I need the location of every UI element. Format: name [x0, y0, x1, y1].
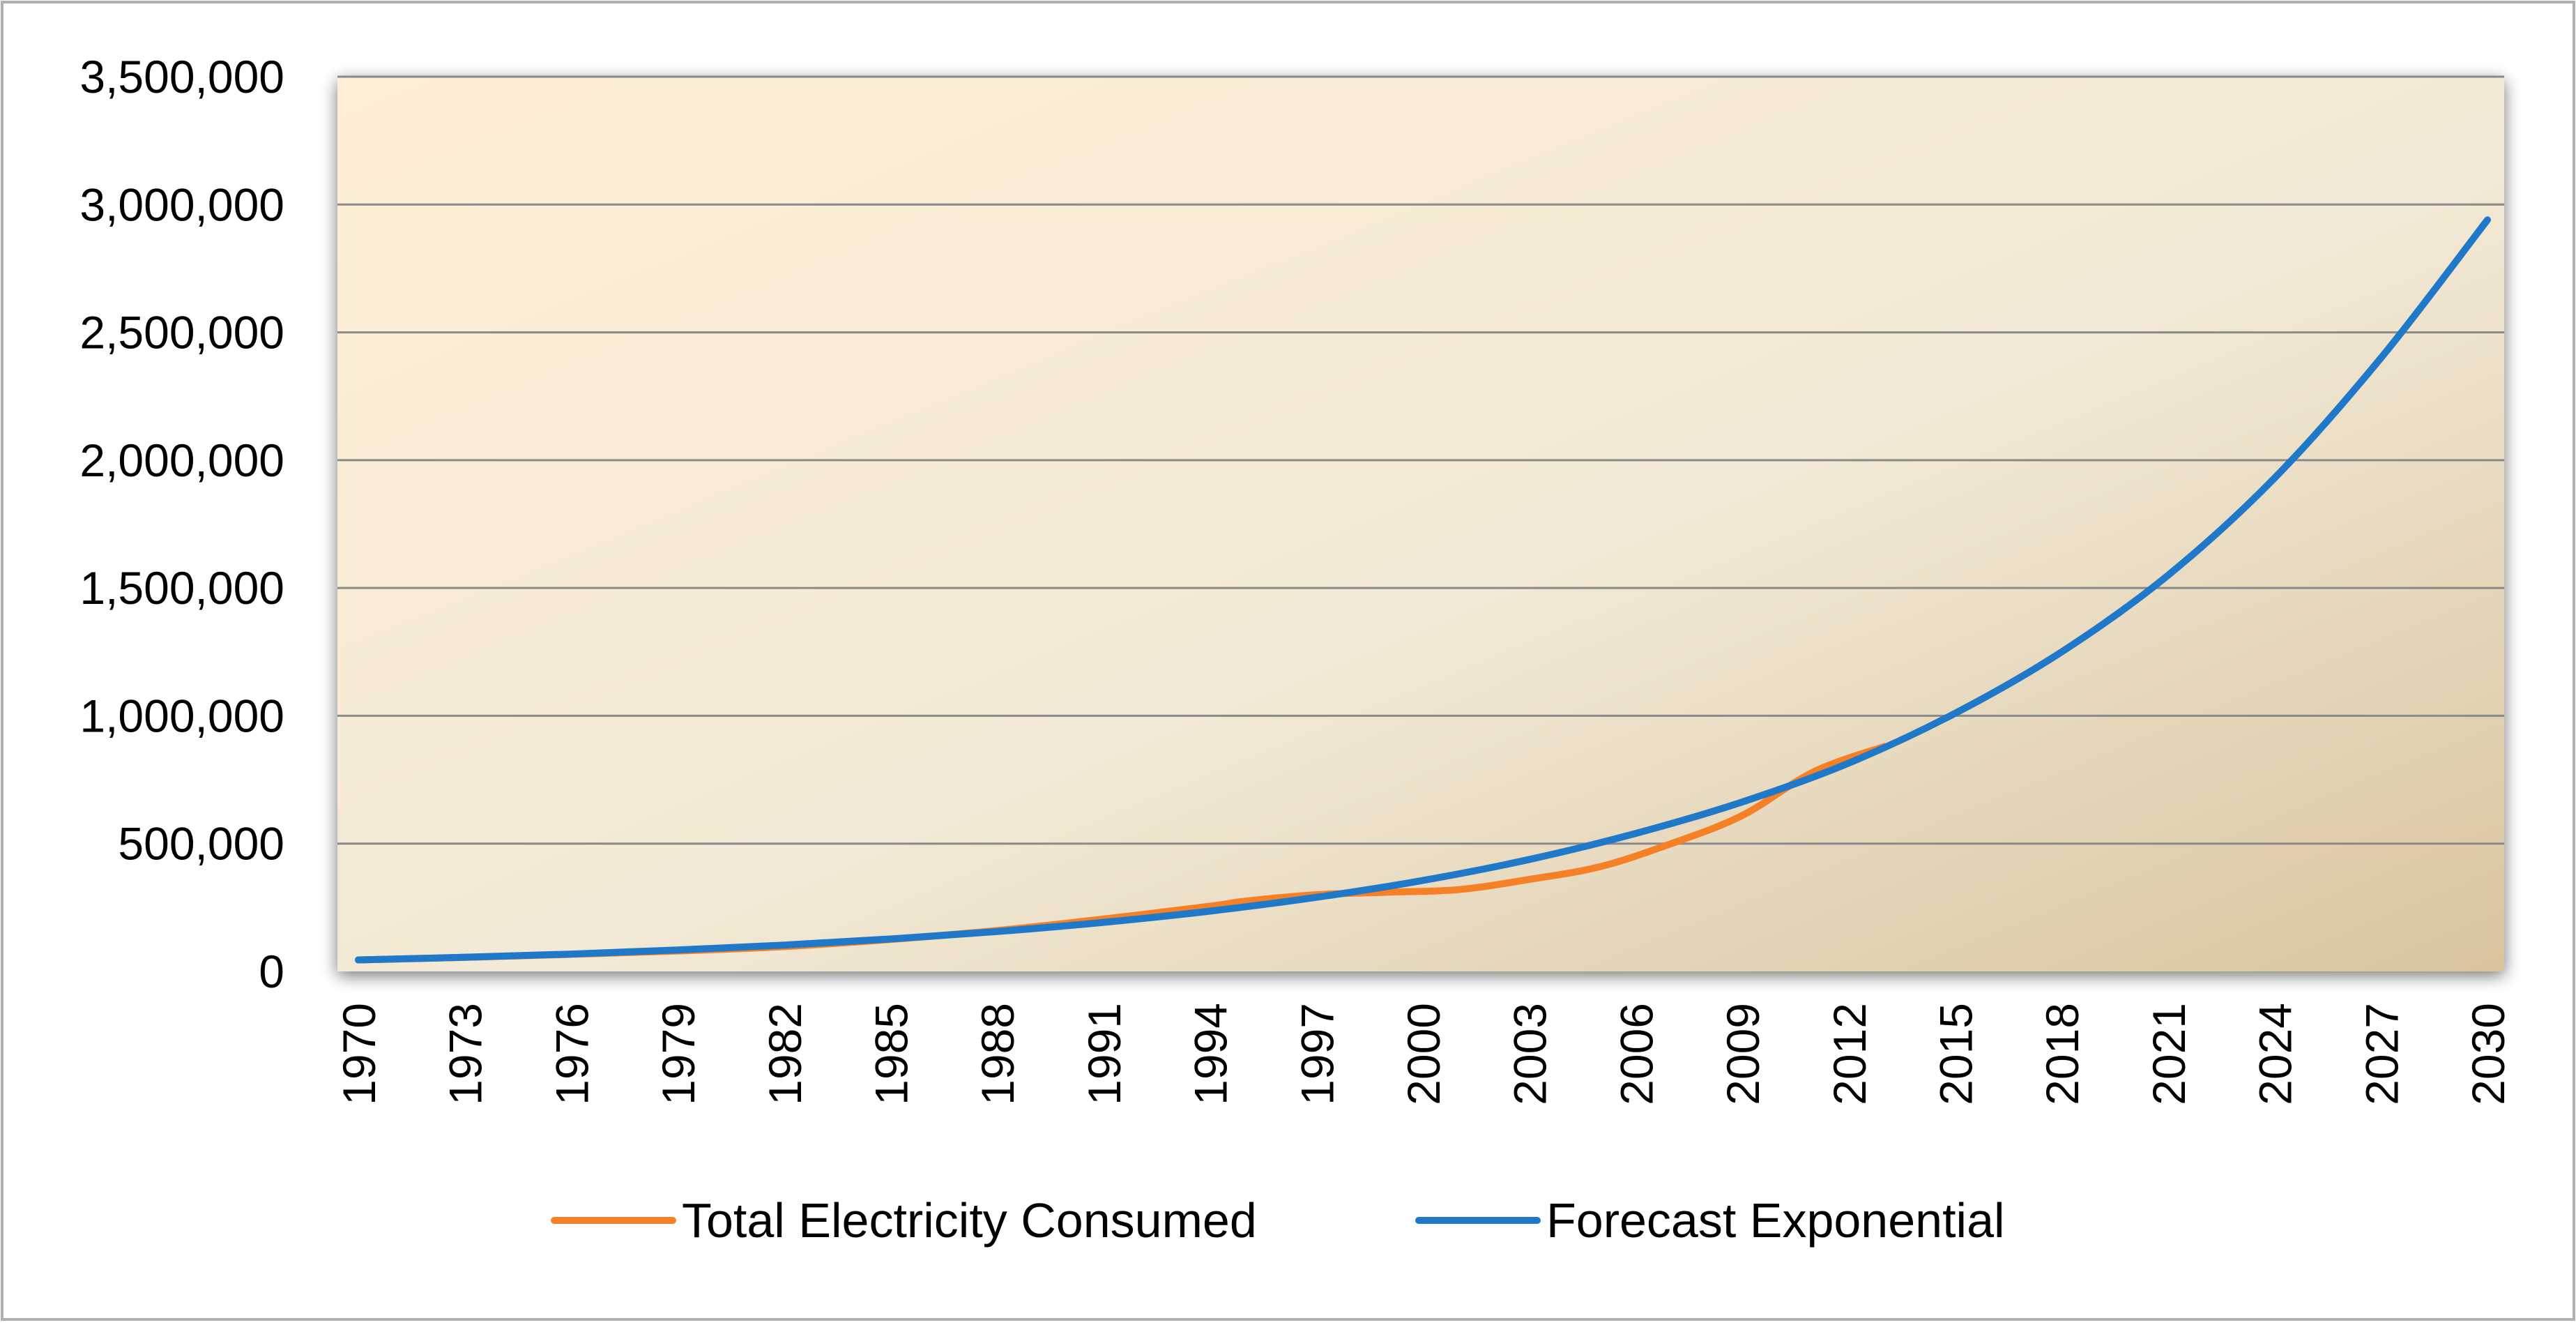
x-tick-label: 2012 [1824, 1003, 1875, 1105]
plot-area [337, 77, 2504, 971]
x-tick-label: 2030 [2462, 1003, 2514, 1105]
y-tick-label: 3,000,000 [79, 179, 284, 230]
x-tick-label: 1991 [1079, 1003, 1130, 1105]
y-tick-label: 2,500,000 [79, 307, 284, 358]
x-tick-label: 2018 [2036, 1003, 2088, 1105]
x-tick-label: 1973 [440, 1003, 491, 1105]
x-tick-label: 2021 [2143, 1003, 2195, 1105]
x-axis: 1970 1973 1976 1979 1982 1985 1988 1991 1994 1997… [333, 1003, 2514, 1105]
x-tick-label: 2024 [2250, 1003, 2301, 1105]
x-tick-label: 1997 [1291, 1003, 1343, 1105]
legend-label-total-electricity: Total Electricity Consumed [682, 1193, 1257, 1248]
x-tick-label: 2000 [1398, 1003, 1449, 1105]
x-tick-label: 1982 [759, 1003, 811, 1105]
x-tick-label: 2006 [1610, 1003, 1662, 1105]
x-tick-label: 1988 [972, 1003, 1023, 1105]
x-tick-label: 2015 [1930, 1003, 1982, 1105]
y-tick-label: 500,000 [118, 818, 284, 870]
y-tick-label: 3,500,000 [79, 51, 284, 103]
series-line-forecast [355, 216, 2491, 964]
legend-label-forecast: Forecast Exponential [1546, 1193, 2005, 1248]
legend: Total Electricity Consumed Forecast Expo… [551, 1193, 2005, 1248]
y-tick-label: 0 [259, 946, 284, 997]
y-axis: 0 500,000 1,000,000 1,500,000 2,000,000 2,500… [79, 51, 284, 997]
x-tick-label: 2003 [1504, 1003, 1556, 1105]
y-tick-label: 2,000,000 [79, 434, 284, 486]
gridlines [337, 75, 2504, 845]
x-tick-label: 1979 [653, 1003, 704, 1105]
x-tick-label: 2009 [1717, 1003, 1769, 1105]
x-tick-label: 1994 [1185, 1003, 1237, 1105]
x-tick-label: 2027 [2356, 1003, 2407, 1105]
y-tick-label: 1,500,000 [79, 562, 284, 614]
series-lines [355, 216, 2491, 964]
x-tick-label: 1970 [333, 1003, 385, 1105]
y-tick-label: 1,000,000 [79, 690, 284, 741]
x-tick-label: 1985 [866, 1003, 917, 1105]
x-tick-label: 1976 [546, 1003, 597, 1105]
